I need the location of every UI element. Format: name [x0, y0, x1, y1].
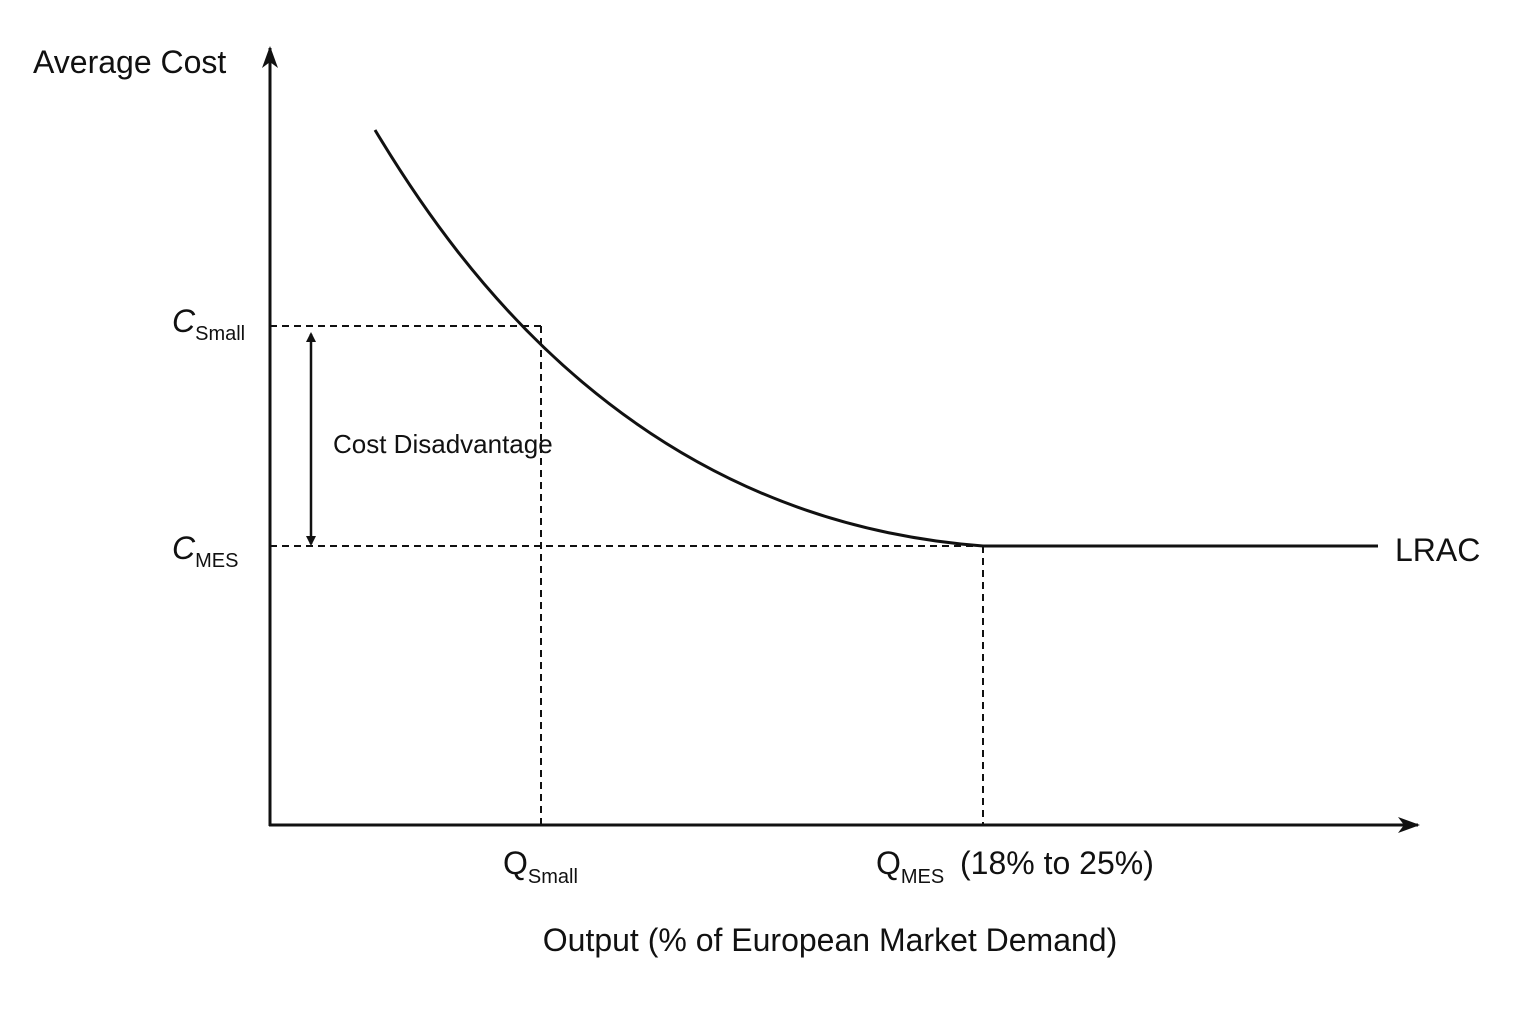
- curve-label: LRAC: [1395, 532, 1480, 568]
- guide-lines: [270, 325, 984, 825]
- subscript: MES: [195, 550, 238, 572]
- lrac-curve: [373, 129, 1378, 548]
- c-small-label: CSmall: [172, 303, 245, 345]
- annotation: Cost Disadvantage: [333, 429, 553, 459]
- subscript: Small: [528, 866, 578, 888]
- symbol: Q: [503, 845, 528, 881]
- y-axis-label: Average Cost: [33, 44, 226, 80]
- symbol: C: [172, 303, 196, 339]
- subscript: MES: [901, 866, 944, 888]
- subscript: Small: [195, 323, 245, 345]
- symbol: C: [172, 530, 196, 566]
- c-mes-label: CMES: [172, 530, 238, 572]
- q-mes-note: (18% to 25%): [960, 845, 1154, 881]
- q-small-label: QSmall: [503, 845, 578, 888]
- x-axis-label: Output (% of European Market Demand): [543, 922, 1118, 958]
- q-mes-label: QMES: [876, 845, 944, 888]
- symbol: Q: [876, 845, 901, 881]
